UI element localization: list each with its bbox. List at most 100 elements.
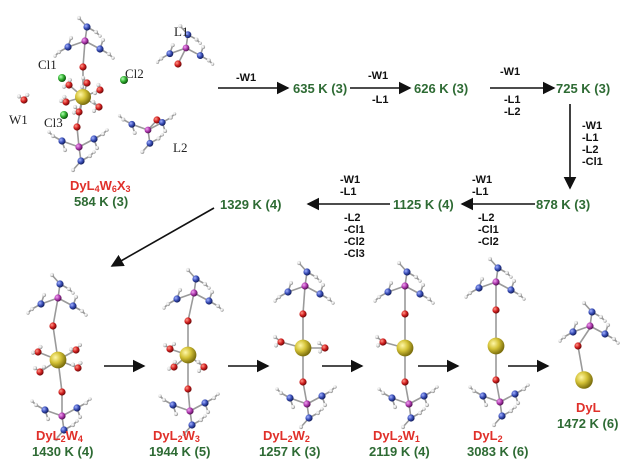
- loss-step-3-top: -W1: [500, 66, 521, 78]
- hydrogen-atom: [377, 387, 381, 391]
- compound-name-5: DyL2: [473, 428, 503, 444]
- nitrogen-atom: [201, 399, 209, 407]
- oxygen-atom: [299, 310, 307, 318]
- nitrogen-atom: [184, 31, 192, 39]
- hydrogen-atom: [420, 282, 426, 288]
- hydrogen-atom: [177, 287, 183, 293]
- oxygen-atom: [62, 98, 70, 106]
- hydrogen-atom: [207, 286, 211, 290]
- dysprosium-atom: [75, 89, 91, 105]
- hydrogen-atom: [121, 117, 126, 122]
- temperature-step-6: 1329 K (4): [220, 197, 282, 212]
- oxygen-atom: [299, 378, 307, 386]
- phosphorus-atom: [186, 407, 194, 415]
- nitrogen-atom: [58, 137, 66, 145]
- nitrogen-atom: [173, 295, 181, 303]
- bond: [577, 327, 591, 347]
- hydrogen-atom: [79, 308, 85, 314]
- hydrogen-atom: [400, 424, 406, 430]
- hydrogen-atom: [53, 436, 59, 442]
- dysprosium-atom: [49, 351, 67, 369]
- hydrogen-atom: [185, 267, 191, 273]
- hydrogen-atom: [88, 397, 92, 401]
- hydrogen-atom: [605, 322, 611, 328]
- hydrogen-atom: [100, 131, 106, 137]
- hydrogen-atom: [30, 399, 34, 403]
- hydrogen-atom: [58, 98, 64, 103]
- hydrogen-atom: [373, 299, 377, 303]
- hydrogen-atom: [41, 364, 47, 370]
- hydrogen-atom: [273, 299, 277, 303]
- compound-temp-6: 1472 K (6): [557, 416, 619, 431]
- hydrogen-atom: [29, 306, 35, 312]
- hydrogen-atom: [30, 350, 36, 355]
- oxygen-atom: [166, 345, 174, 353]
- nitrogen-atom: [169, 401, 177, 409]
- oxygen-atom: [492, 376, 500, 384]
- hydrogen-atom: [418, 279, 422, 283]
- hydrogen-atom: [521, 386, 527, 392]
- hydrogen-atom: [513, 405, 517, 409]
- hydrogen-atom: [62, 94, 67, 100]
- hydrogen-atom: [76, 15, 82, 21]
- phosphorus-atom: [496, 398, 504, 406]
- phosphorus-atom: [81, 37, 89, 45]
- hydrogen-atom: [91, 108, 97, 113]
- hydrogen-atom: [160, 133, 164, 137]
- hydrogen-atom: [464, 295, 468, 299]
- hydrogen-atom: [326, 296, 332, 302]
- phosphorus-atom: [144, 126, 152, 134]
- hydrogen-atom: [375, 343, 381, 348]
- hydrogen-atom: [92, 90, 98, 96]
- hydrogen-atom: [202, 281, 208, 287]
- nitrogen-atom: [60, 426, 68, 434]
- compound-name-6: DyL: [576, 400, 601, 415]
- hydrogen-atom: [331, 301, 335, 305]
- hydrogen-atom: [77, 342, 83, 348]
- oxygen-atom: [34, 348, 42, 356]
- bond: [404, 381, 410, 405]
- temperature-step-3: 725 K (3): [556, 81, 611, 96]
- hydrogen-atom: [603, 319, 607, 323]
- hydrogen-atom: [201, 45, 206, 50]
- hydrogen-atom: [511, 278, 517, 284]
- hydrogen-atom: [156, 136, 161, 141]
- hydrogen-atom: [106, 51, 112, 57]
- nitrogen-atom: [479, 392, 487, 400]
- hydrogen-atom: [159, 56, 164, 61]
- compound-temp-1: 1430 K (4): [32, 444, 94, 459]
- hydrogen-atom: [288, 280, 294, 286]
- hydrogen-atom: [296, 260, 302, 266]
- loss-step-2-bottom: -L1: [372, 94, 389, 106]
- nitrogen-atom: [416, 290, 424, 298]
- hydrogen-atom: [611, 336, 617, 342]
- hydrogen-atom: [83, 400, 89, 406]
- nitrogen-atom: [498, 412, 506, 420]
- hydrogen-atom: [313, 274, 319, 280]
- arrow-layer: [104, 81, 577, 373]
- hydrogen-atom: [79, 84, 85, 89]
- start-temperature: 584 K (3): [74, 194, 129, 209]
- oxygen-atom: [96, 86, 104, 94]
- hydrogen-atom: [194, 37, 199, 42]
- hydrogen-atom: [98, 34, 102, 38]
- bond: [187, 388, 191, 412]
- hydrogen-atom: [322, 402, 328, 408]
- nitrogen-atom: [192, 275, 200, 283]
- hydrogen-atom: [396, 260, 402, 266]
- hydrogen-atom: [211, 395, 217, 401]
- hydrogen-atom: [68, 347, 74, 352]
- hydrogen-atom: [467, 290, 473, 296]
- nitrogen-atom: [420, 392, 428, 400]
- nitrogen-atom: [96, 45, 104, 53]
- nitrogen-atom: [196, 52, 204, 60]
- nitrogen-atom: [403, 268, 411, 276]
- nitrogen-atom: [303, 268, 311, 276]
- nitrogen-atom: [511, 390, 519, 398]
- nitrogen-atom: [56, 280, 64, 288]
- phosphorus-atom: [405, 400, 413, 408]
- hydrogen-atom: [198, 417, 204, 423]
- hydrogen-atom: [73, 294, 79, 300]
- phosphorus-atom: [182, 44, 190, 52]
- hydrogen-atom: [522, 297, 526, 301]
